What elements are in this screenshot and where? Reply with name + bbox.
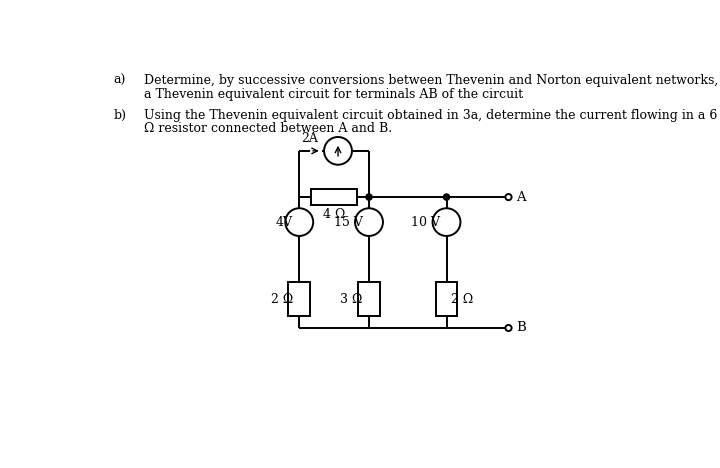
Text: 4V: 4V xyxy=(276,216,293,228)
Bar xyxy=(311,190,357,205)
Text: 2 Ω: 2 Ω xyxy=(271,292,293,306)
Text: 2A: 2A xyxy=(301,132,318,145)
Circle shape xyxy=(285,208,313,236)
Text: b): b) xyxy=(113,109,126,122)
Circle shape xyxy=(355,208,383,236)
Bar xyxy=(358,282,380,316)
Text: 15 V: 15 V xyxy=(334,216,363,228)
Text: Determine, by successive conversions between Thevenin and Norton equivalent netw: Determine, by successive conversions bet… xyxy=(144,74,719,87)
Text: Ω resistor connected between A and B.: Ω resistor connected between A and B. xyxy=(144,122,392,135)
Text: 3 Ω: 3 Ω xyxy=(341,292,363,306)
Bar xyxy=(289,282,310,316)
Circle shape xyxy=(366,194,372,200)
Text: a): a) xyxy=(113,74,125,87)
Text: 2 Ω: 2 Ω xyxy=(451,292,474,306)
Bar xyxy=(436,282,457,316)
Text: A: A xyxy=(516,190,526,204)
Circle shape xyxy=(505,194,512,200)
Circle shape xyxy=(505,325,512,331)
Circle shape xyxy=(324,137,352,165)
Circle shape xyxy=(444,194,449,200)
Text: B: B xyxy=(516,322,526,335)
Text: 10 V: 10 V xyxy=(411,216,441,228)
Text: a Thevenin equivalent circuit for terminals AB of the circuit: a Thevenin equivalent circuit for termin… xyxy=(144,88,523,101)
Text: 4 Ω: 4 Ω xyxy=(323,208,346,221)
Circle shape xyxy=(433,208,461,236)
Text: Using the Thevenin equivalent circuit obtained in 3a, determine the current flow: Using the Thevenin equivalent circuit ob… xyxy=(144,109,718,122)
